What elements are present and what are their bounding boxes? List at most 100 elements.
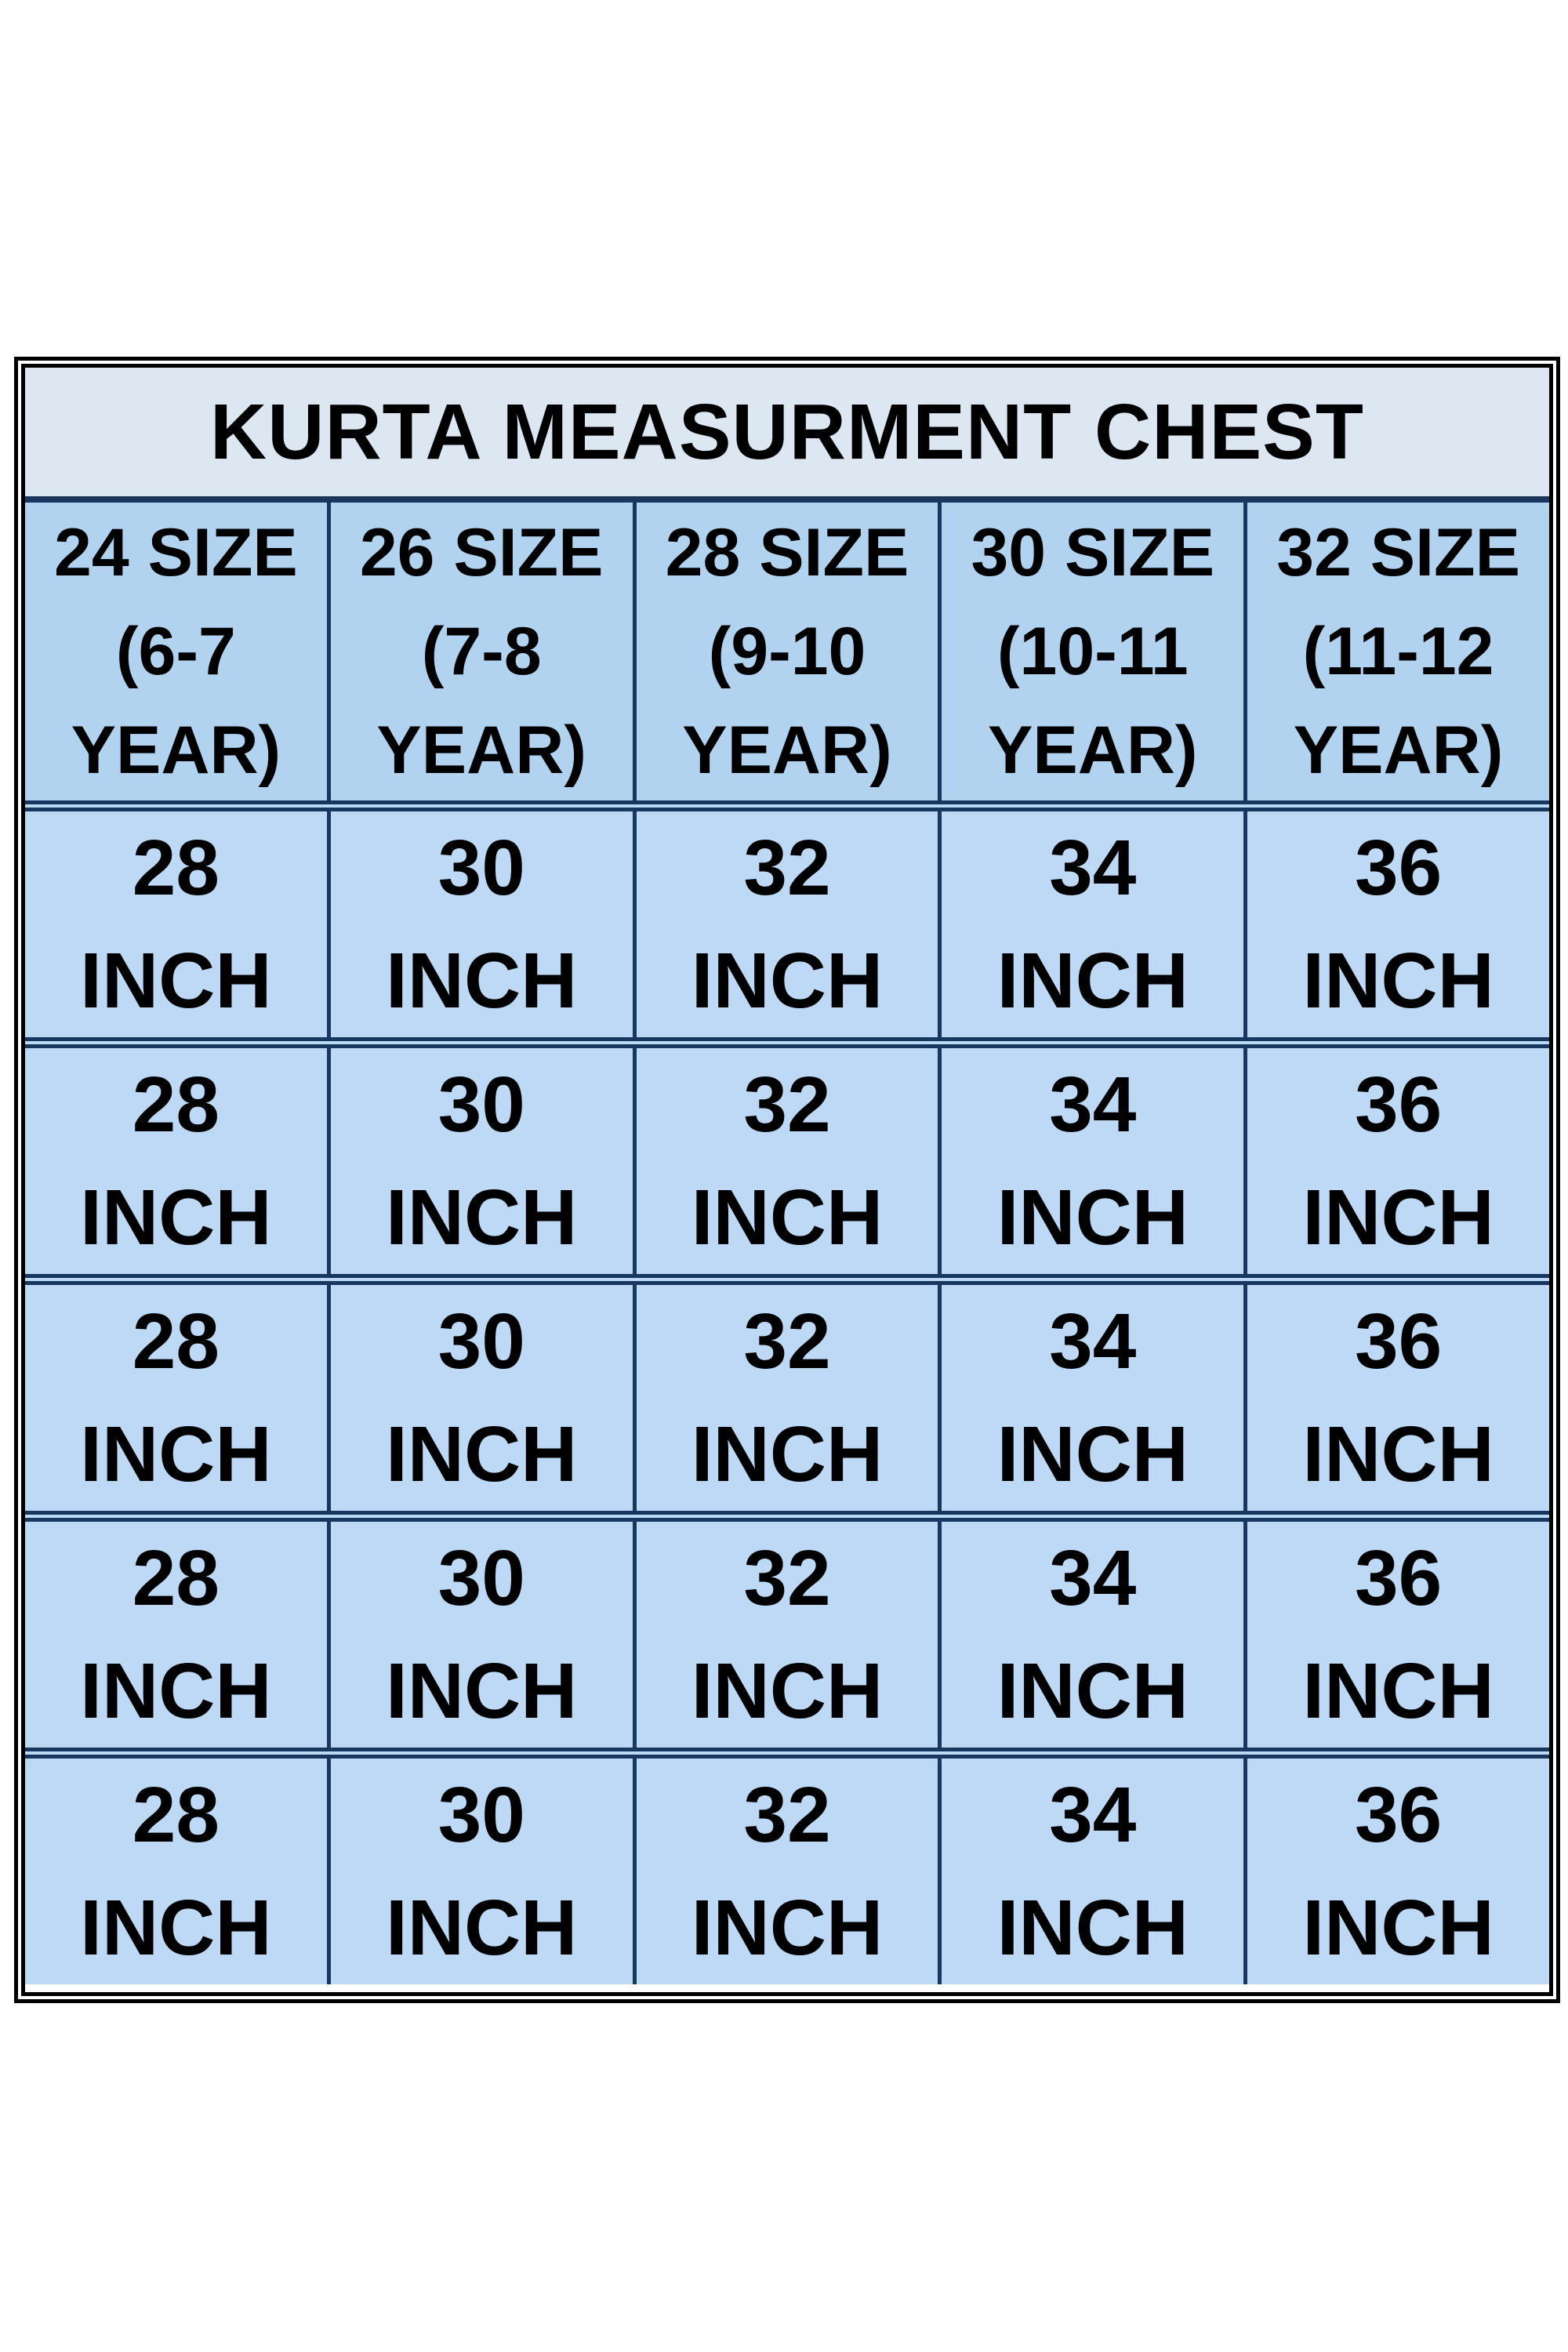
measurement-unit: INCH bbox=[996, 1174, 1189, 1261]
table-row: 28 INCH 30 INCH 32 INCH 34 INCH 36 INCH bbox=[25, 1274, 1549, 1511]
header-year-suffix: YEAR) bbox=[682, 713, 892, 788]
measurement-cell: 34 INCH bbox=[938, 1522, 1243, 1748]
size-chart-header-row: 24 SIZE (6-7 YEAR) 26 SIZE (7-8 YEAR) 28… bbox=[25, 503, 1549, 800]
measurement-cell: 28 INCH bbox=[25, 1048, 327, 1274]
header-cell-32-size: 32 SIZE (11-12 YEAR) bbox=[1243, 503, 1549, 800]
table-row: 28 INCH 30 INCH 32 INCH 34 INCH 36 INCH bbox=[25, 1037, 1549, 1274]
header-year-suffix: YEAR) bbox=[376, 713, 586, 788]
measurement-unit: INCH bbox=[80, 937, 272, 1025]
measurement-cell: 36 INCH bbox=[1243, 1522, 1549, 1748]
measurement-cell: 36 INCH bbox=[1243, 1048, 1549, 1274]
measurement-unit: INCH bbox=[691, 1647, 884, 1735]
measurement-cell: 34 INCH bbox=[938, 1759, 1243, 1984]
measurement-cell: 30 INCH bbox=[326, 1048, 633, 1274]
measurement-unit: INCH bbox=[691, 1884, 884, 1972]
measurement-unit: INCH bbox=[385, 1174, 578, 1261]
measurement-value: 32 bbox=[743, 1061, 831, 1149]
measurement-value: 30 bbox=[437, 1298, 525, 1385]
header-size-label: 26 SIZE bbox=[359, 515, 604, 590]
header-age-range: (7-8 bbox=[421, 614, 542, 689]
measurement-value: 36 bbox=[1354, 1061, 1443, 1149]
measurement-unit: INCH bbox=[385, 1410, 578, 1498]
header-size-label: 32 SIZE bbox=[1276, 515, 1520, 590]
measurement-value: 34 bbox=[1049, 1771, 1137, 1859]
measurement-value: 32 bbox=[743, 824, 831, 912]
measurement-value: 34 bbox=[1049, 1298, 1137, 1385]
measurement-unit: INCH bbox=[996, 1884, 1189, 1972]
measurement-cell: 32 INCH bbox=[632, 1285, 938, 1511]
header-age-range: (10-11 bbox=[996, 614, 1189, 689]
measurement-cell: 34 INCH bbox=[938, 811, 1243, 1037]
measurement-value: 32 bbox=[743, 1298, 831, 1385]
measurement-value: 36 bbox=[1354, 1298, 1443, 1385]
measurement-value: 30 bbox=[437, 1061, 525, 1149]
measurement-value: 34 bbox=[1049, 1061, 1137, 1149]
measurement-value: 34 bbox=[1049, 1534, 1137, 1622]
measurement-cell: 32 INCH bbox=[632, 1759, 938, 1984]
header-age-range: (11-12 bbox=[1302, 614, 1494, 689]
measurement-unit: INCH bbox=[1302, 1410, 1494, 1498]
measurement-unit: INCH bbox=[385, 1884, 578, 1972]
measurement-unit: INCH bbox=[385, 937, 578, 1025]
measurement-unit: INCH bbox=[1302, 1647, 1494, 1735]
measurement-unit: INCH bbox=[996, 1647, 1189, 1735]
header-year-suffix: YEAR) bbox=[71, 713, 281, 788]
measurement-unit: INCH bbox=[996, 937, 1189, 1025]
measurement-unit: INCH bbox=[1302, 1884, 1494, 1972]
measurement-cell: 32 INCH bbox=[632, 1048, 938, 1274]
header-age-range: (9-10 bbox=[708, 614, 866, 689]
measurement-unit: INCH bbox=[691, 1410, 884, 1498]
measurement-cell: 32 INCH bbox=[632, 811, 938, 1037]
measurement-cell: 28 INCH bbox=[25, 811, 327, 1037]
header-year-suffix: YEAR) bbox=[1293, 713, 1504, 788]
measurement-cell: 28 INCH bbox=[25, 1759, 327, 1984]
measurement-unit: INCH bbox=[80, 1410, 272, 1498]
measurement-cell: 30 INCH bbox=[326, 1759, 633, 1984]
measurement-cell: 36 INCH bbox=[1243, 1759, 1549, 1984]
header-age-range: (6-7 bbox=[115, 614, 236, 689]
measurement-value: 34 bbox=[1049, 824, 1137, 912]
measurement-cell: 28 INCH bbox=[25, 1522, 327, 1748]
measurement-cell: 30 INCH bbox=[326, 811, 633, 1037]
table-row: 28 INCH 30 INCH 32 INCH 34 INCH 36 INCH bbox=[25, 1748, 1549, 1984]
header-size-label: 24 SIZE bbox=[54, 515, 298, 590]
measurement-cell: 34 INCH bbox=[938, 1285, 1243, 1511]
measurement-value: 28 bbox=[132, 1061, 220, 1149]
measurement-value: 30 bbox=[437, 824, 525, 912]
measurement-cell: 28 INCH bbox=[25, 1285, 327, 1511]
measurement-unit: INCH bbox=[80, 1884, 272, 1972]
measurement-value: 36 bbox=[1354, 1771, 1443, 1859]
measurement-value: 28 bbox=[132, 824, 220, 912]
measurement-value: 30 bbox=[437, 1534, 525, 1622]
measurement-unit: INCH bbox=[691, 1174, 884, 1261]
measurement-unit: INCH bbox=[385, 1647, 578, 1735]
measurement-unit: INCH bbox=[80, 1647, 272, 1735]
header-size-label: 28 SIZE bbox=[665, 515, 909, 590]
measurement-value: 28 bbox=[132, 1298, 220, 1385]
header-cell-30-size: 30 SIZE (10-11 YEAR) bbox=[938, 503, 1243, 800]
measurement-value: 28 bbox=[132, 1534, 220, 1622]
measurement-cell: 36 INCH bbox=[1243, 1285, 1549, 1511]
measurement-cell: 36 INCH bbox=[1243, 811, 1549, 1037]
measurement-value: 36 bbox=[1354, 1534, 1443, 1622]
size-chart-title: KURTA MEASURMENT CHEST bbox=[25, 368, 1549, 503]
measurement-unit: INCH bbox=[1302, 1174, 1494, 1261]
header-year-suffix: YEAR) bbox=[988, 713, 1198, 788]
size-chart-table: KURTA MEASURMENT CHEST 24 SIZE (6-7 YEAR… bbox=[14, 357, 1560, 2003]
header-cell-26-size: 26 SIZE (7-8 YEAR) bbox=[326, 503, 633, 800]
measurement-value: 30 bbox=[437, 1771, 525, 1859]
measurement-unit: INCH bbox=[996, 1410, 1189, 1498]
table-row: 28 INCH 30 INCH 32 INCH 34 INCH 36 INCH bbox=[25, 1511, 1549, 1748]
measurement-unit: INCH bbox=[80, 1174, 272, 1261]
measurement-cell: 30 INCH bbox=[326, 1285, 633, 1511]
measurement-cell: 30 INCH bbox=[326, 1522, 633, 1748]
table-row: 28 INCH 30 INCH 32 INCH 34 INCH 36 INCH bbox=[25, 800, 1549, 1037]
measurement-value: 32 bbox=[743, 1534, 831, 1622]
header-cell-24-size: 24 SIZE (6-7 YEAR) bbox=[25, 503, 327, 800]
measurement-cell: 34 INCH bbox=[938, 1048, 1243, 1274]
measurement-value: 28 bbox=[132, 1771, 220, 1859]
measurement-unit: INCH bbox=[1302, 937, 1494, 1025]
header-size-label: 30 SIZE bbox=[971, 515, 1215, 590]
measurement-cell: 32 INCH bbox=[632, 1522, 938, 1748]
measurement-value: 36 bbox=[1354, 824, 1443, 912]
